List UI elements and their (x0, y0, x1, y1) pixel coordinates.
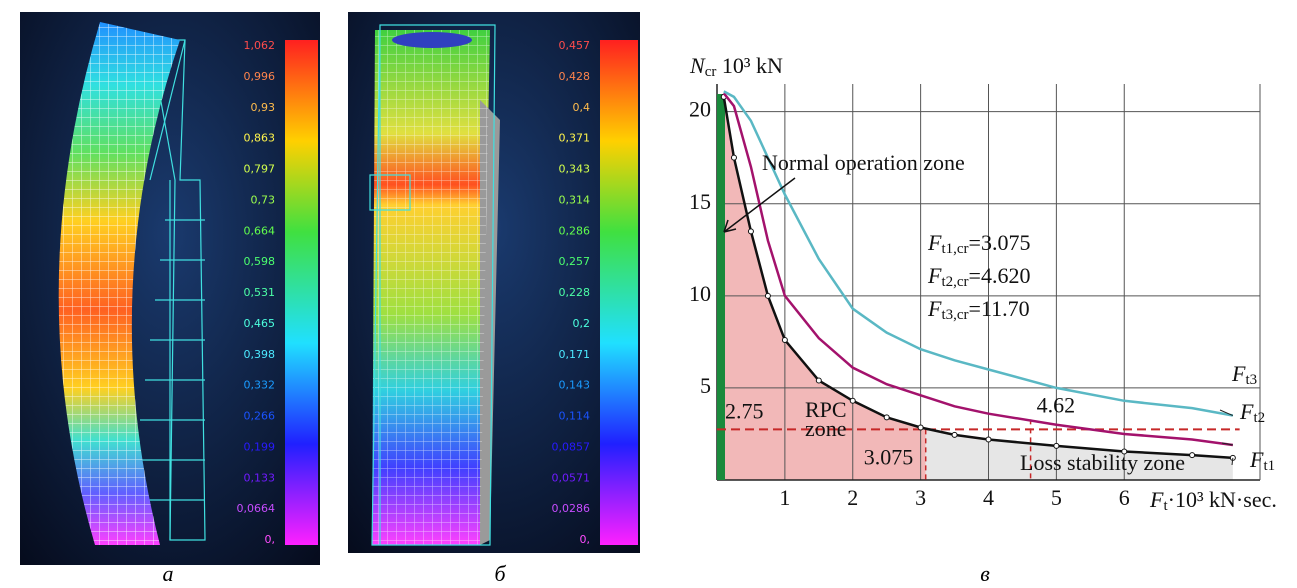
scale-label: 0,531 (244, 286, 276, 299)
point (883, 414, 890, 421)
scale-label: 0,2 (573, 317, 591, 330)
scale-label: 0,0286 (552, 502, 591, 515)
scale-label: 0,398 (244, 348, 276, 361)
point (849, 397, 856, 404)
annotation: Ft2,cr=4.620 (927, 263, 1030, 290)
chart: 1 2 3 4 5 6 5 10 15 20 Ncr 10³ kN Ft·10³ kN·sec. 2.7… (689, 53, 1277, 514)
point (1053, 442, 1060, 449)
y-tick-label: 5 (700, 373, 711, 398)
scale-label: 0,171 (559, 348, 591, 361)
x-tick-label: 6 (1119, 485, 1130, 510)
point (1189, 452, 1196, 459)
annotation: Ft3,cr=11.70 (927, 296, 1030, 323)
rpc-zone (717, 96, 926, 481)
wireframe (140, 39, 206, 541)
scale-label: 0,286 (559, 224, 591, 237)
annotation: Loss stability zone (1020, 450, 1185, 475)
scale-label: 0,266 (244, 410, 276, 423)
scale-label: 0,996 (244, 70, 276, 83)
scale-label: 0,0664 (237, 502, 276, 515)
panel-a: 1,062 0,996 0,93 0,863 0,797 0,73 0,664 0,598 0,… (20, 12, 320, 565)
leader-line (1221, 442, 1233, 446)
point (985, 436, 992, 443)
wireframe (369, 24, 496, 546)
scale-label: 0, (580, 533, 591, 546)
color-scale (600, 40, 638, 545)
scale-label: 0,143 (559, 379, 591, 392)
panel-caption: в (980, 561, 990, 586)
annotation: RPC (805, 397, 847, 422)
y-tick-label: 10 (689, 281, 711, 306)
column-mesh (372, 30, 490, 545)
scale-label: 0,863 (244, 132, 276, 145)
point (781, 337, 788, 344)
scale-label: 0,4 (573, 101, 591, 114)
point (764, 292, 771, 299)
x-tick-label: 2 (847, 485, 858, 510)
scale-label: 0,428 (559, 70, 591, 83)
scale-label: 0,371 (559, 132, 591, 145)
scale-label: 0,93 (251, 101, 276, 114)
x-tick-label: 3 (915, 485, 926, 510)
scale-label: 0,465 (244, 317, 276, 330)
leader-line (1231, 457, 1234, 466)
series-line (722, 92, 1234, 447)
reference-label: 3.075 (864, 444, 914, 469)
scale-label: 0,0571 (552, 471, 591, 484)
legend-label: Ft2 (1239, 399, 1265, 426)
annotation: Ft1,cr=3.075 (927, 230, 1030, 257)
x-tick-label: 1 (779, 485, 790, 510)
point (815, 377, 822, 384)
scale-label: 0,332 (244, 379, 276, 392)
x-axis-label: Ft·10³ kN·sec. (1149, 487, 1277, 514)
point (747, 228, 754, 235)
scale-label: 0,228 (559, 286, 591, 299)
annotation: zone (805, 416, 847, 441)
x-tick-label: 4 (983, 485, 994, 510)
scale-label: 0,664 (244, 224, 276, 237)
scale-label: 0, (265, 533, 276, 546)
scale-label: 0,598 (244, 255, 276, 268)
point (1121, 448, 1128, 455)
annotation: Normal operation zone (762, 150, 965, 175)
scale-label: 0,257 (559, 255, 591, 268)
x-tick-label: 5 (1051, 485, 1062, 510)
legend-label: Ft3 (1231, 361, 1257, 388)
color-scale (285, 40, 318, 545)
normal-zone-bar (717, 94, 725, 480)
scale-label: 1,062 (244, 39, 276, 52)
panel-caption: а (163, 561, 174, 586)
leader-line (1219, 409, 1234, 416)
point (917, 424, 924, 431)
point (951, 431, 958, 438)
scale-label: 0,199 (244, 440, 276, 453)
scale-label: 0,114 (559, 410, 591, 423)
panel-b: 0,457 0,428 0,4 0,371 0,343 0,314 0,286 0,257 0,… (348, 12, 640, 553)
reference-label: 2.75 (725, 398, 764, 423)
y-tick-label: 15 (689, 189, 711, 214)
scale-label: 0,0857 (552, 440, 591, 453)
panel-caption: б (494, 561, 506, 586)
scale-label: 0,314 (559, 193, 591, 206)
scale-label: 0,797 (244, 163, 276, 176)
y-axis-label: Ncr 10³ kN (689, 53, 783, 80)
point (730, 154, 737, 161)
reference-label: 4.62 (1037, 392, 1076, 417)
column-mesh (58, 22, 180, 545)
series-line (723, 90, 1234, 417)
annotation-arrow (723, 177, 796, 233)
scale-label: 0,73 (251, 193, 276, 206)
legend-label: Ft1 (1249, 447, 1275, 474)
scale-label: 0,457 (559, 39, 591, 52)
scale-label: 0,133 (244, 471, 276, 484)
column-top (392, 32, 472, 48)
y-tick-label: 20 (689, 97, 711, 122)
scale-label: 0,343 (559, 163, 591, 176)
